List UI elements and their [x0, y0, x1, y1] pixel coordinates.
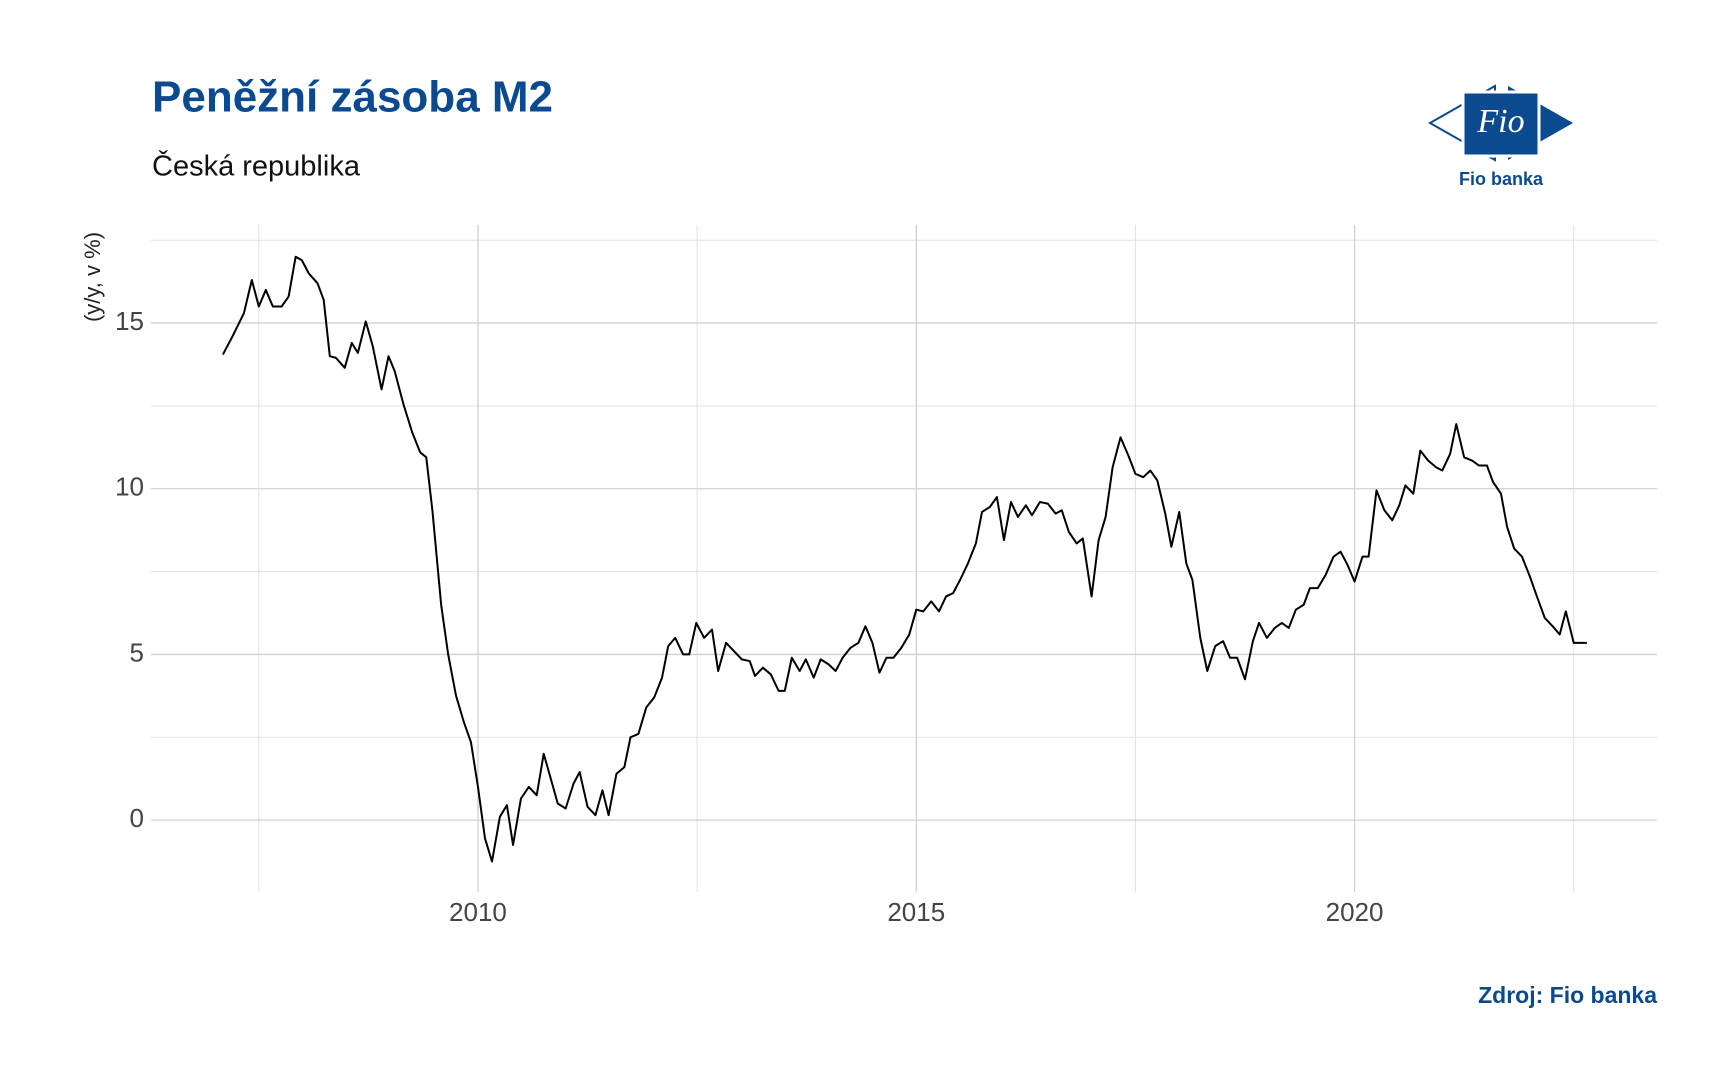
y-tick-label: 15 — [115, 306, 144, 336]
logo-caption: Fio banka — [1459, 169, 1544, 189]
source-note: Zdroj: Fio banka — [1478, 982, 1657, 1008]
logo: Fio Fio banka — [1427, 84, 1573, 189]
y-axis-label: (y/y, v %) — [80, 232, 105, 322]
chart-title: Peněžní zásoba M2 — [152, 73, 553, 122]
data-line — [221, 255, 1587, 863]
x-tick-label: 2015 — [887, 897, 945, 927]
logo-box — [1461, 90, 1541, 158]
logo-text: Fio — [1476, 103, 1524, 140]
chart-subtitle: Česká republika — [152, 149, 361, 183]
y-tick-label: 5 — [130, 637, 144, 667]
y-tick-label: 0 — [130, 803, 144, 833]
y-tick-label: 10 — [115, 472, 144, 502]
x-tick-label: 2020 — [1326, 897, 1384, 927]
x-tick-label: 2010 — [449, 897, 507, 927]
